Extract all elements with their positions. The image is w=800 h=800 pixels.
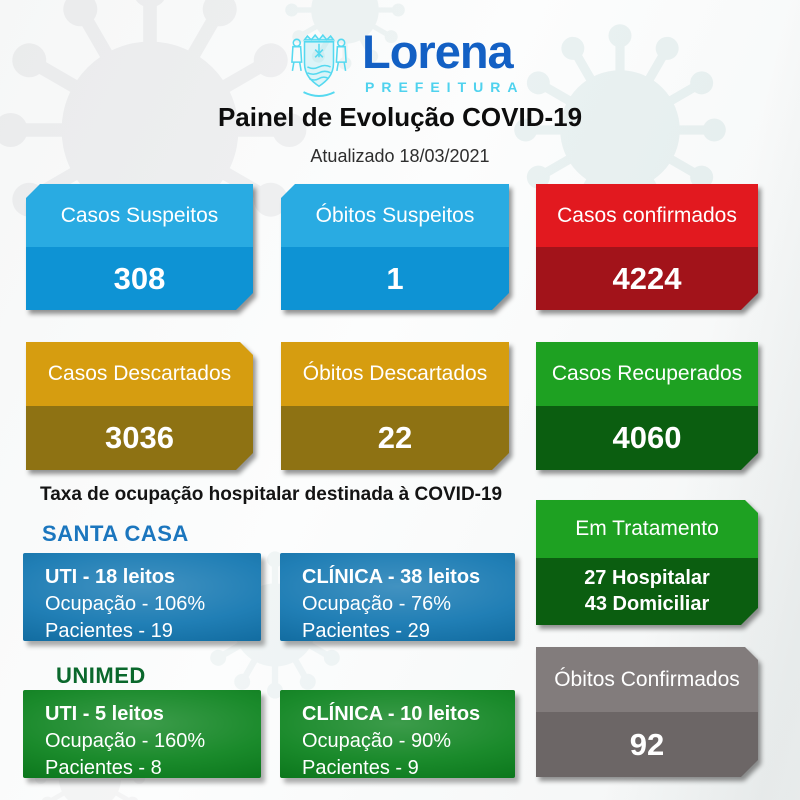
occupancy-card-unimed-uti: UTI - 5 leitos Ocupação - 160% Pacientes… bbox=[23, 690, 261, 779]
occupancy-section-title: Taxa de ocupação hospitalar destinada à … bbox=[40, 484, 503, 505]
stat-label: Óbitos Descartados bbox=[302, 362, 488, 385]
occupancy-card-unimed-clinica: CLÍNICA - 10 leitos Ocupação - 90% Pacie… bbox=[280, 690, 515, 779]
stat-label: Óbitos Confirmados bbox=[554, 667, 740, 691]
stat-value: 92 bbox=[629, 726, 665, 762]
stat-card-obitos-suspeitos: Óbitos Suspeitos 1 bbox=[281, 184, 509, 310]
occupancy-rate: Ocupação - 76% bbox=[302, 593, 451, 615]
stat-value: 4060 bbox=[612, 420, 682, 455]
stat-card-em-tratamento: Em Tratamento 27 Hospitalar 43 Domicilia… bbox=[536, 500, 758, 625]
stat-label: Casos Recuperados bbox=[551, 362, 743, 385]
stat-card-obitos-descartados: Óbitos Descartados 22 bbox=[281, 342, 509, 470]
occupancy-card-title: UTI - 5 leitos bbox=[45, 703, 164, 725]
stat-value: 308 bbox=[113, 260, 166, 296]
occupancy-card-title: UTI - 18 leitos bbox=[45, 566, 176, 588]
hospital-name-santa-casa: SANTA CASA bbox=[42, 521, 189, 546]
occupancy-rate: Ocupação - 160% bbox=[45, 730, 206, 752]
stat-card-obitos-confirmados: Óbitos Confirmados 92 bbox=[536, 647, 758, 777]
stat-label: Óbitos Suspeitos bbox=[315, 203, 475, 227]
updated-date: Atualizado 18/03/2021 bbox=[310, 146, 490, 166]
occupancy-card-title: CLÍNICA - 38 leitos bbox=[302, 566, 481, 588]
occupancy-patients: Pacientes - 9 bbox=[302, 757, 419, 779]
occupancy-patients: Pacientes - 8 bbox=[45, 757, 162, 779]
occupancy-patients: Pacientes - 19 bbox=[45, 620, 173, 642]
stat-label: Casos Descartados bbox=[47, 362, 232, 385]
stat-card-casos-recuperados: Casos Recuperados 4060 bbox=[536, 342, 758, 470]
stat-value: 1 bbox=[386, 260, 404, 296]
stat-value: 3036 bbox=[105, 420, 174, 455]
stat-value: 22 bbox=[377, 420, 413, 455]
page-title: Painel de Evolução COVID-19 bbox=[217, 102, 583, 132]
stat-card-casos-suspeitos: Casos Suspeitos 308 bbox=[26, 184, 253, 310]
treatment-domiciliar: 43 Domiciliar bbox=[584, 593, 710, 616]
logo-subtitle: PREFEITURA bbox=[365, 78, 525, 95]
treatment-hospitalar: 27 Hospitalar bbox=[584, 567, 710, 590]
occupancy-patients: Pacientes - 29 bbox=[302, 620, 430, 642]
stat-label: Em Tratamento bbox=[575, 516, 719, 540]
logo: Lorena PREFEITURA bbox=[290, 25, 525, 102]
stat-label: Casos Suspeitos bbox=[60, 203, 219, 227]
stat-card-casos-descartados: Casos Descartados 3036 bbox=[26, 342, 253, 470]
stat-value: 4224 bbox=[612, 260, 682, 296]
city-crest-icon bbox=[291, 33, 347, 97]
occupancy-rate: Ocupação - 106% bbox=[45, 593, 206, 615]
hospital-name-unimed: UNIMED bbox=[56, 663, 146, 688]
occupancy-rate: Ocupação - 90% bbox=[302, 730, 451, 752]
stat-label: Casos confirmados bbox=[557, 203, 737, 227]
occupancy-card-santa-casa-uti: UTI - 18 leitos Ocupação - 106% Paciente… bbox=[23, 553, 261, 642]
logo-name: Lorena bbox=[362, 25, 514, 78]
occupancy-card-title: CLÍNICA - 10 leitos bbox=[302, 703, 481, 725]
occupancy-card-santa-casa-clinica: CLÍNICA - 38 leitos Ocupação - 76% Pacie… bbox=[280, 553, 515, 642]
stat-card-casos-confirmados: Casos confirmados 4224 bbox=[536, 184, 758, 310]
